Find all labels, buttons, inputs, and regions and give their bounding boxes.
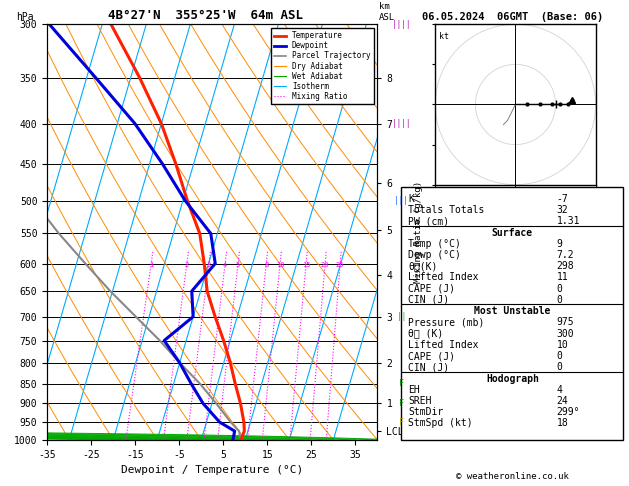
Text: 0: 0	[557, 351, 562, 361]
Text: 7.2: 7.2	[557, 250, 574, 260]
Text: Temp (°C): Temp (°C)	[408, 239, 461, 249]
Text: Lifted Index: Lifted Index	[408, 340, 479, 350]
Text: CIN (J): CIN (J)	[408, 363, 449, 372]
Text: F: F	[399, 399, 404, 408]
Text: 15: 15	[302, 262, 310, 268]
Text: θᴄ(K): θᴄ(K)	[408, 261, 437, 271]
Text: CAPE (J): CAPE (J)	[408, 351, 455, 361]
Text: Pressure (mb): Pressure (mb)	[408, 317, 484, 328]
Text: -7: -7	[557, 194, 569, 204]
Text: 4B°27'N  355°25'W  64m ASL: 4B°27'N 355°25'W 64m ASL	[108, 9, 303, 22]
Text: kt: kt	[439, 32, 449, 41]
Text: 10: 10	[557, 340, 569, 350]
Text: F: F	[399, 417, 404, 427]
Text: 1.31: 1.31	[557, 216, 580, 226]
Text: StmSpd (kt): StmSpd (kt)	[408, 418, 472, 429]
Text: ||||: ||||	[392, 20, 411, 29]
Text: ||||: ||||	[392, 119, 411, 128]
Text: 0: 0	[557, 363, 562, 372]
Text: 11: 11	[557, 273, 569, 282]
Text: θᴄ (K): θᴄ (K)	[408, 329, 443, 339]
Text: 25: 25	[336, 262, 345, 268]
Text: 300: 300	[557, 329, 574, 339]
Text: SREH: SREH	[408, 396, 431, 406]
Text: K: K	[408, 194, 414, 204]
Text: 299°: 299°	[557, 407, 580, 417]
Text: Totals Totals: Totals Totals	[408, 205, 484, 215]
X-axis label: Dewpoint / Temperature (°C): Dewpoint / Temperature (°C)	[121, 465, 303, 475]
Text: 0: 0	[557, 284, 562, 294]
Text: 298: 298	[557, 261, 574, 271]
Text: EH: EH	[408, 385, 420, 395]
Text: 06.05.2024  06GMT  (Base: 06): 06.05.2024 06GMT (Base: 06)	[421, 12, 603, 22]
Text: 32: 32	[557, 205, 569, 215]
Text: StmDir: StmDir	[408, 407, 443, 417]
Text: 5: 5	[236, 262, 240, 268]
Text: Mixing Ratio (g/kg): Mixing Ratio (g/kg)	[414, 181, 423, 283]
Text: 24: 24	[557, 396, 569, 406]
Text: F: F	[399, 379, 404, 388]
Text: hPa: hPa	[16, 12, 33, 22]
Text: 9: 9	[557, 239, 562, 249]
Text: © weatheronline.co.uk: © weatheronline.co.uk	[456, 472, 569, 481]
Text: km
ASL: km ASL	[379, 2, 395, 22]
Text: 4: 4	[223, 262, 227, 268]
Text: CAPE (J): CAPE (J)	[408, 284, 455, 294]
Text: CIN (J): CIN (J)	[408, 295, 449, 305]
Text: Hodograph: Hodograph	[486, 374, 539, 383]
Text: 0: 0	[557, 295, 562, 305]
Text: 18: 18	[557, 418, 569, 429]
Text: Dewp (°C): Dewp (°C)	[408, 250, 461, 260]
Text: 3: 3	[207, 262, 211, 268]
Text: ||: ||	[397, 312, 406, 321]
Text: 1: 1	[149, 262, 153, 268]
Text: |||: |||	[394, 196, 408, 205]
Text: 4: 4	[557, 385, 562, 395]
Text: Most Unstable: Most Unstable	[474, 306, 550, 316]
Text: Surface: Surface	[492, 227, 533, 238]
Text: 10: 10	[276, 262, 284, 268]
Text: 2: 2	[185, 262, 189, 268]
Legend: Temperature, Dewpoint, Parcel Trajectory, Dry Adiabat, Wet Adiabat, Isotherm, Mi: Temperature, Dewpoint, Parcel Trajectory…	[271, 28, 374, 104]
Text: 8: 8	[264, 262, 269, 268]
Text: 975: 975	[557, 317, 574, 328]
Text: Lifted Index: Lifted Index	[408, 273, 479, 282]
Text: PW (cm): PW (cm)	[408, 216, 449, 226]
Text: 20: 20	[321, 262, 330, 268]
